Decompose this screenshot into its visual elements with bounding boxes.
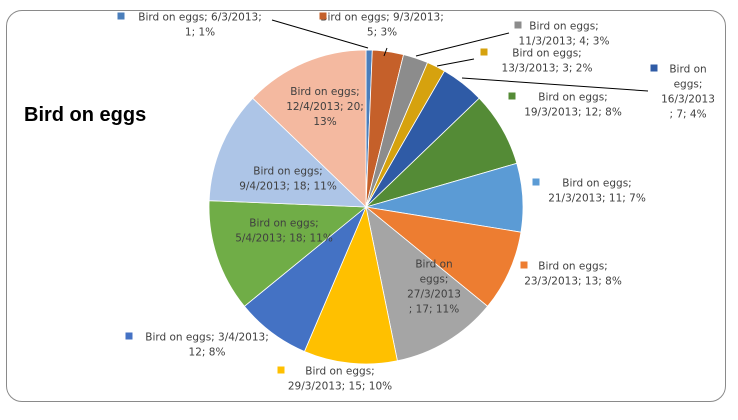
leader-line-6-3-2013 — [271, 19, 369, 49]
data-label-13-3-2013: Bird on eggs; 13/3/2013; 3; 2% — [502, 48, 593, 75]
leader-lines — [271, 19, 649, 92]
data-label-line: 11/3/2013; 4; 3% — [519, 36, 610, 48]
data-label-12-4-2013: Bird on eggs; 12/4/2013; 20; 13% — [286, 86, 364, 128]
data-label-line: ; 7; 4% — [669, 109, 706, 121]
legend-key-19-3-2013 — [508, 92, 516, 100]
pie-slices — [208, 49, 524, 365]
data-label-line: 29/3/2013; 15; 10% — [288, 381, 392, 393]
data-label-line: eggs; — [674, 79, 703, 91]
data-label-line: Bird on — [669, 64, 706, 76]
pie-slice-27-3-2013 — [365, 205, 489, 362]
data-label-line: 9/4/2013; 18; 11% — [239, 181, 337, 193]
legend-key-11-3-2013 — [514, 21, 522, 29]
leader-line-13-3-2013 — [436, 58, 475, 67]
data-label-line: 5/4/2013; 18; 11% — [235, 233, 333, 245]
data-label-line: Bird on eggs; — [538, 92, 607, 104]
data-label-line: 19/3/2013; 12; 8% — [524, 107, 622, 119]
pie-slice-9-4-2013 — [208, 97, 368, 208]
data-label-9-4-2013: Bird on eggs; 9/4/2013; 18; 11% — [239, 166, 337, 193]
data-label-29-3-2013: Bird on eggs; 29/3/2013; 15; 10% — [288, 366, 392, 393]
data-label-line: eggs; — [420, 274, 449, 286]
leader-line-16-3-2013 — [461, 77, 649, 92]
leader-line-9-3-2013 — [383, 47, 388, 57]
pie-slice-12-4-2013 — [252, 49, 367, 208]
data-label-line: 13/3/2013; 3; 2% — [502, 63, 593, 75]
data-label-21-3-2013: Bird on eggs; 21/3/2013; 11; 7% — [548, 178, 646, 205]
leader-line-11-3-2013 — [415, 32, 510, 57]
data-label-line: ; 17; 11% — [409, 304, 459, 316]
data-label-27-3-2013: Bird on eggs; 27/3/2013 ; 17; 11% — [407, 259, 461, 316]
pie-slice-29-3-2013 — [303, 205, 398, 365]
data-label-23-3-2013: Bird on eggs; 23/3/2013; 13; 8% — [524, 261, 622, 288]
data-label-line: Bird on eggs; — [290, 86, 359, 98]
data-label-9-3-2013: Bird on eggs; 9/3/2013; 5; 3% — [320, 12, 444, 39]
data-label-line: 12/4/2013; 20; — [286, 101, 364, 113]
legend-key-29-3-2013 — [277, 366, 285, 374]
data-label-11-3-2013: Bird on eggs; 11/3/2013; 4; 3% — [519, 21, 610, 48]
data-labels: Bird on eggs; 6/3/2013; 1; 1%Bird on eggs… — [117, 12, 715, 393]
data-label-line: 1; 1% — [185, 27, 215, 39]
data-label-line: 5; 3% — [367, 27, 397, 39]
data-label-line: Bird on eggs; — [512, 48, 581, 60]
data-label-line: 23/3/2013; 13; 8% — [524, 276, 622, 288]
data-label-line: Bird on eggs; 3/4/2013; — [145, 332, 269, 344]
data-label-line: 12; 8% — [189, 347, 226, 359]
pie-slice-5-4-2013 — [208, 200, 368, 307]
data-label-line: 21/3/2013; 11; 7% — [548, 193, 646, 205]
legend-key-16-3-2013 — [650, 64, 658, 72]
legend-key-23-3-2013 — [520, 261, 528, 269]
data-label-16-3-2013: Bird on eggs; 16/3/2013 ; 7; 4% — [661, 64, 715, 121]
data-label-6-3-2013: Bird on eggs; 6/3/2013; 1; 1% — [138, 12, 262, 39]
legend-key-21-3-2013 — [532, 178, 540, 186]
data-label-line: 16/3/2013 — [661, 94, 715, 106]
chart-title: Bird on eggs — [24, 104, 147, 126]
data-label-line: Bird on eggs; 6/3/2013; — [138, 12, 262, 24]
data-label-5-4-2013: Bird on eggs; 5/4/2013; 18; 11% — [235, 218, 333, 245]
legend-key-6-3-2013 — [117, 12, 125, 20]
data-label-line: Bird on eggs; — [249, 218, 318, 230]
legend-key-13-3-2013 — [480, 48, 488, 56]
data-label-19-3-2013: Bird on eggs; 19/3/2013; 12; 8% — [524, 92, 622, 119]
data-label-line: 13% — [313, 116, 336, 128]
data-label-line: Bird on eggs; — [253, 166, 322, 178]
data-label-line: Bird on eggs; — [562, 178, 631, 190]
data-label-line: Bird on eggs; — [538, 261, 607, 273]
legend-key-9-3-2013 — [319, 12, 327, 20]
data-label-line: Bird on eggs; 9/3/2013; — [320, 12, 444, 24]
data-label-line: Bird on — [415, 259, 452, 271]
data-label-line: 27/3/2013 — [407, 289, 461, 301]
data-label-line: Bird on eggs; — [305, 366, 374, 378]
data-label-line: Bird on eggs; — [529, 21, 598, 33]
legend-key-3-4-2013 — [125, 332, 133, 340]
data-label-3-4-2013: Bird on eggs; 3/4/2013; 12; 8% — [145, 332, 269, 359]
